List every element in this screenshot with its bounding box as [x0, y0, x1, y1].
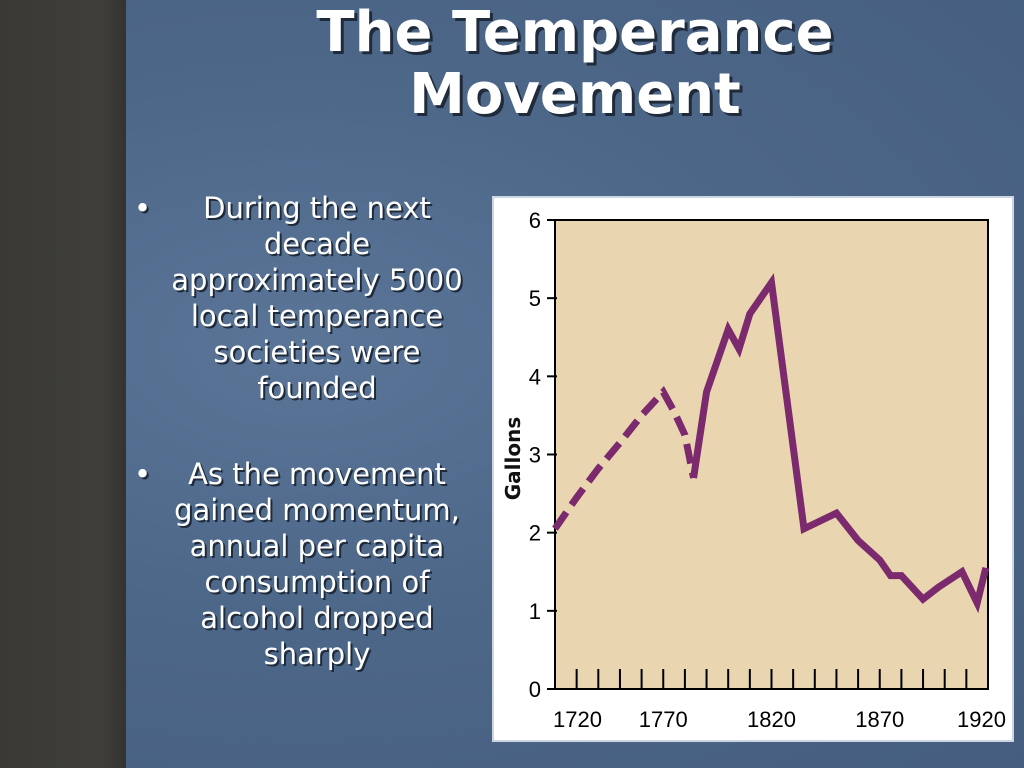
y-tick-label: 1: [529, 599, 541, 624]
bullet-text: As the movement gained momentum, annual …: [174, 457, 460, 671]
bullet-icon: •: [134, 457, 152, 491]
title-line-1: The Temperance: [316, 0, 834, 65]
chart-panel: 0 1 2 3 4 5 6 1720 1770 1820 1870 1920 Gallons: [492, 196, 1014, 742]
x-tick-label: 1820: [747, 707, 796, 732]
y-axis-label: Gallons: [501, 417, 525, 501]
x-tick-label: 1720: [553, 707, 602, 732]
y-tick-label: 4: [529, 364, 541, 389]
bullet-item: • As the movement gained momentum, annua…: [126, 456, 496, 672]
slide-title: The Temperance Movement: [200, 2, 950, 126]
y-tick-label: 5: [529, 286, 541, 311]
bullet-text: During the next decade approximately 500…: [171, 191, 463, 405]
alcohol-consumption-chart: 0 1 2 3 4 5 6 1720 1770 1820 1870 1920 Gallons: [501, 208, 1006, 732]
y-tick-label: 2: [529, 521, 541, 546]
y-tick-label: 6: [529, 208, 541, 233]
series-line-dashed: [552, 386, 697, 531]
y-tick-label: 0: [529, 677, 541, 702]
x-tick-label: 1870: [855, 707, 904, 732]
title-line-2: Movement: [409, 62, 741, 127]
bullet-icon: •: [134, 191, 152, 225]
series-line-solid: [690, 273, 990, 614]
bullet-list: • During the next decade approximately 5…: [126, 190, 496, 722]
left-dark-bar: [0, 0, 126, 768]
bullet-item: • During the next decade approximately 5…: [126, 190, 496, 406]
y-tick-label: 3: [529, 443, 541, 468]
x-tick-label: 1920: [957, 707, 1006, 732]
x-tick-label: 1770: [639, 707, 688, 732]
